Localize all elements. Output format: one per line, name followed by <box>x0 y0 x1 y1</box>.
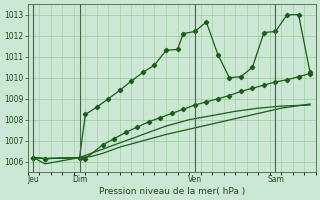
X-axis label: Pression niveau de la mer( hPa ): Pression niveau de la mer( hPa ) <box>99 187 245 196</box>
